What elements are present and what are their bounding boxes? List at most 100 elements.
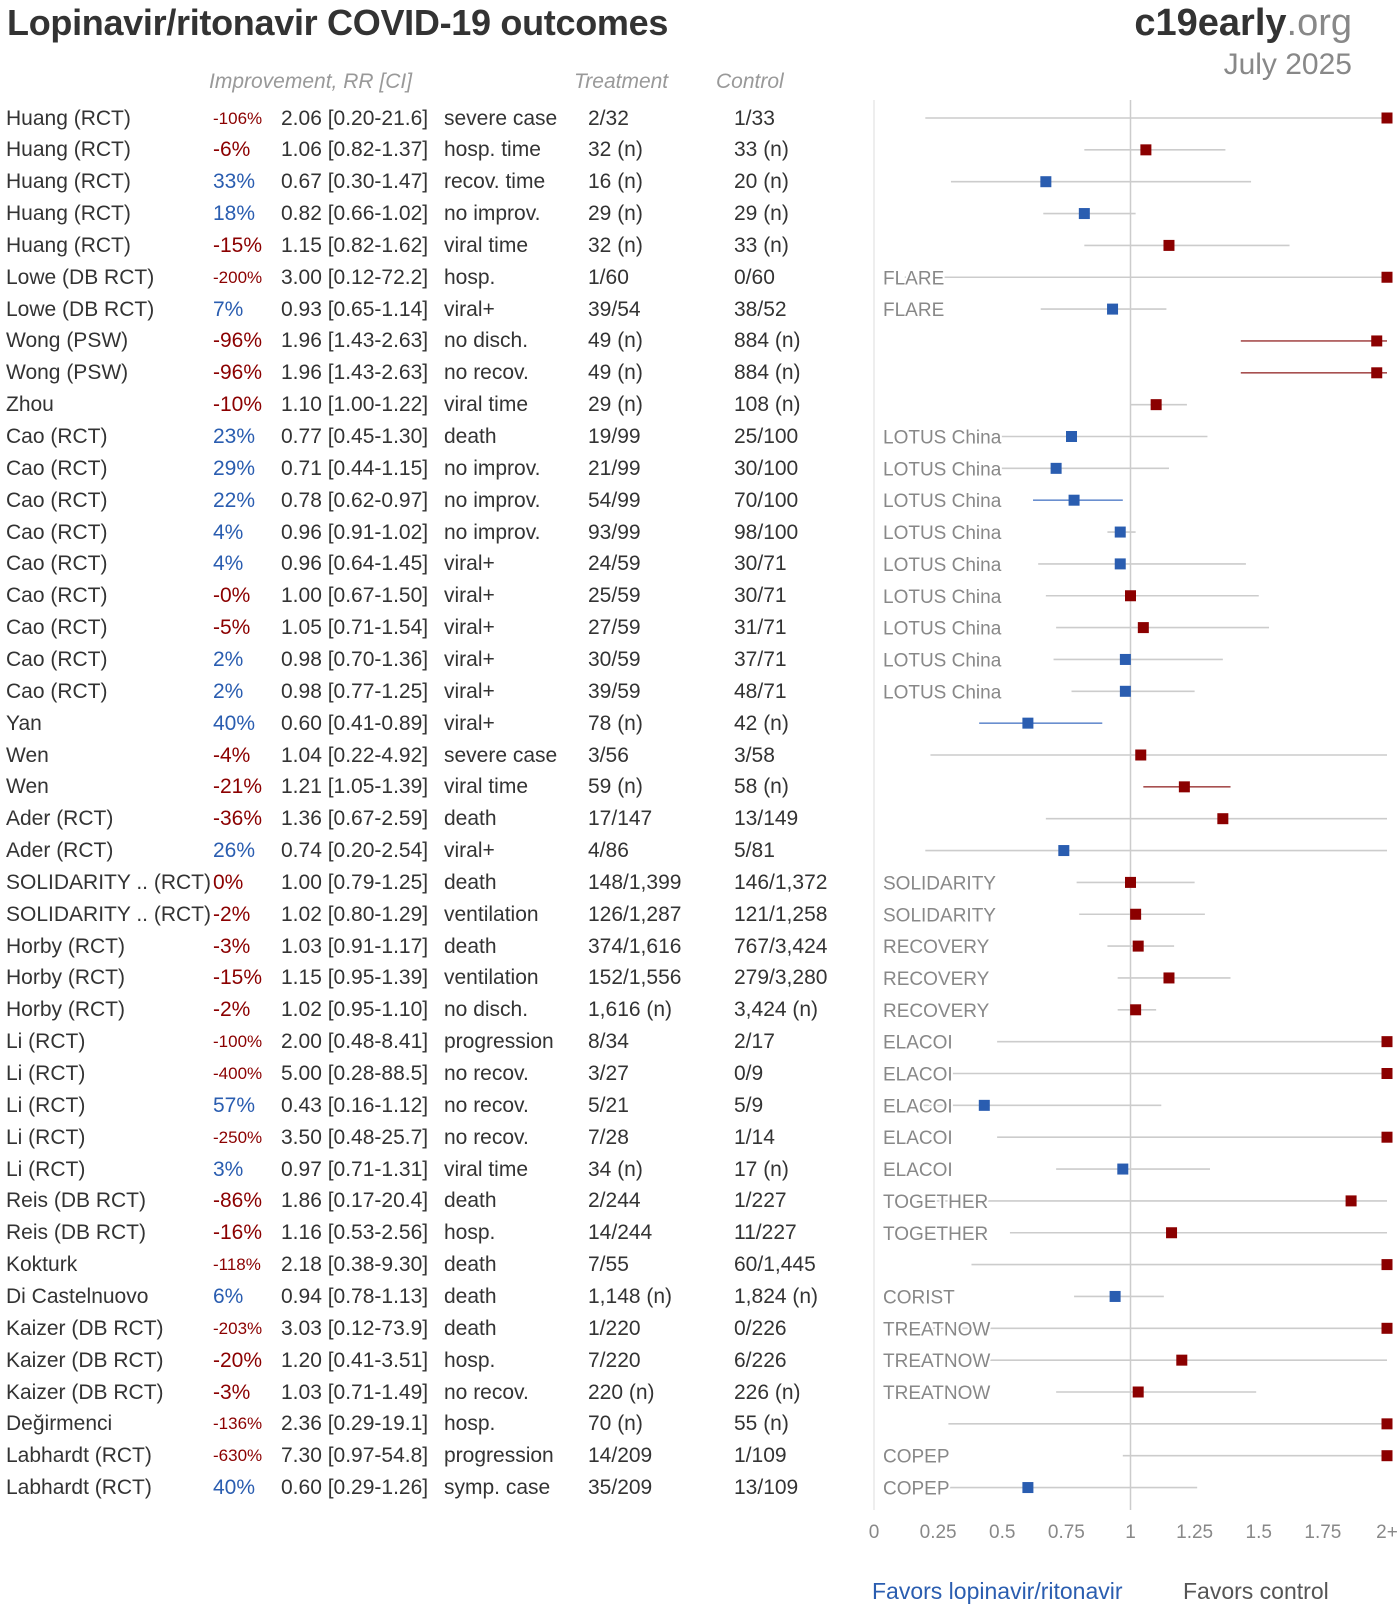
table-row[interactable]: Wong (PSW) -96% 1.96 [1.43-2.63] no disch. 4…	[0, 325, 870, 356]
treatment-count: 27/59	[588, 616, 641, 640]
table-row[interactable]: Huang (RCT) 18% 0.82 [0.66-1.02] no improv.…	[0, 198, 870, 229]
table-row[interactable]: Labhardt (RCT) 40% 0.60 [0.29-1.26] symp. c…	[0, 1472, 870, 1503]
table-row[interactable]: Wong (PSW) -96% 1.96 [1.43-2.63] no recov. 4…	[0, 357, 870, 388]
table-row[interactable]: Huang (RCT) -15% 1.15 [0.82-1.62] viral tim…	[0, 230, 870, 261]
table-row[interactable]: Wen -21% 1.21 [1.05-1.39] viral time 59 (n) 5…	[0, 771, 870, 802]
brand-logo[interactable]: c19early.org	[1134, 2, 1352, 45]
effect-marker[interactable]	[1140, 144, 1152, 156]
effect-marker[interactable]	[1371, 335, 1383, 347]
outcome-label: no recov.	[444, 1093, 529, 1117]
effect-marker[interactable]	[1022, 1482, 1034, 1494]
trial-label: FLARE	[883, 300, 944, 321]
table-row[interactable]: Reis (DB RCT) -16% 1.16 [0.53-2.56] hosp. 14…	[0, 1217, 870, 1248]
treatment-count: 7/28	[588, 1125, 629, 1149]
effect-marker[interactable]	[1371, 367, 1383, 379]
effect-marker[interactable]	[1381, 112, 1393, 124]
effect-marker[interactable]	[1381, 1131, 1393, 1143]
table-row[interactable]: Cao (RCT) 29% 0.71 [0.44-1.15] no improv. 21…	[0, 453, 870, 484]
effect-marker[interactable]	[1114, 558, 1126, 570]
effect-marker[interactable]	[1137, 622, 1149, 634]
effect-marker[interactable]	[1163, 239, 1175, 251]
effect-marker[interactable]	[1217, 813, 1229, 825]
effect-marker[interactable]	[1381, 1036, 1393, 1048]
table-row[interactable]: Ader (RCT) 26% 0.74 [0.20-2.54] viral+ 4/86 5…	[0, 835, 870, 866]
effect-marker[interactable]	[1176, 1354, 1188, 1366]
effect-marker[interactable]	[1345, 1195, 1357, 1207]
effect-marker[interactable]	[1132, 1386, 1144, 1398]
effect-marker[interactable]	[1119, 653, 1131, 665]
table-row[interactable]: Cao (RCT) 2% 0.98 [0.77-1.25] viral+ 39/59 48…	[0, 676, 870, 707]
table-row[interactable]: Cao (RCT) 4% 0.96 [0.64-1.45] viral+ 24/59 30…	[0, 548, 870, 579]
effect-marker[interactable]	[1166, 1227, 1178, 1239]
treatment-count: 29 (n)	[588, 202, 643, 226]
effect-marker[interactable]	[1381, 271, 1393, 283]
table-row[interactable]: SOLIDARITY .. (RCT) -2% 1.02 [0.80-1.29] ve…	[0, 899, 870, 930]
effect-marker[interactable]	[1040, 176, 1052, 188]
table-row[interactable]: Kaizer (DB RCT) -20% 1.20 [0.41-3.51] hosp.…	[0, 1345, 870, 1376]
effect-marker[interactable]	[1130, 908, 1142, 920]
table-row[interactable]: Cao (RCT) 23% 0.77 [0.45-1.30] death 19/99 25…	[0, 421, 870, 452]
table-row[interactable]: Li (RCT) -400% 5.00 [0.28-88.5] no recov. 3/…	[0, 1058, 870, 1089]
effect-marker[interactable]	[1050, 462, 1062, 474]
table-row[interactable]: Kokturk -118% 2.18 [0.38-9.30] death 7/55 60/…	[0, 1249, 870, 1280]
table-row[interactable]: Li (RCT) -100% 2.00 [0.48-8.41] progression…	[0, 1026, 870, 1057]
table-row[interactable]: Huang (RCT) -6% 1.06 [0.82-1.37] hosp. time…	[0, 134, 870, 165]
effect-marker[interactable]	[1125, 590, 1136, 602]
effect-marker[interactable]	[1178, 781, 1190, 793]
table-row[interactable]: Zhou -10% 1.10 [1.00-1.22] viral time 29 (n)…	[0, 389, 870, 420]
effect-marker[interactable]	[978, 1099, 990, 1111]
table-row[interactable]: Li (RCT) 57% 0.43 [0.16-1.12] no recov. 5/21…	[0, 1090, 870, 1121]
effect-marker[interactable]	[1078, 208, 1090, 220]
effect-marker[interactable]	[1381, 1322, 1393, 1334]
table-row[interactable]: Huang (RCT) 33% 0.67 [0.30-1.47] recov. tim…	[0, 166, 870, 197]
effect-marker[interactable]	[1117, 1163, 1129, 1175]
table-row[interactable]: Lowe (DB RCT) 7% 0.93 [0.65-1.14] viral+ 39/…	[0, 294, 870, 325]
effect-marker[interactable]	[1130, 1004, 1142, 1016]
table-row[interactable]: Değirmenci -136% 2.36 [0.29-19.1] hosp. 70 (…	[0, 1408, 870, 1439]
table-row[interactable]: Lowe (DB RCT) -200% 3.00 [0.12-72.2] hosp. 1…	[0, 262, 870, 293]
effect-marker[interactable]	[1119, 685, 1131, 697]
effect-marker[interactable]	[1135, 749, 1147, 761]
effect-marker[interactable]	[1150, 399, 1162, 411]
effect-marker[interactable]	[1163, 972, 1175, 984]
effect-marker[interactable]	[1381, 1068, 1393, 1079]
table-row[interactable]: Yan 40% 0.60 [0.41-0.89] viral+ 78 (n) 42 (n)	[0, 708, 870, 739]
table-row[interactable]: SOLIDARITY .. (RCT) 0% 1.00 [0.79-1.25] dea…	[0, 867, 870, 898]
control-count: 0/226	[734, 1316, 787, 1340]
effect-marker[interactable]	[1132, 940, 1144, 952]
effect-marker[interactable]	[1381, 1418, 1393, 1430]
table-row[interactable]: Cao (RCT) 4% 0.96 [0.91-1.02] no improv. 93/…	[0, 517, 870, 548]
table-row[interactable]: Di Castelnuovo 6% 0.94 [0.78-1.13] death 1,1…	[0, 1281, 870, 1312]
table-row[interactable]: Horby (RCT) -2% 1.02 [0.95-1.10] no disch. 1…	[0, 994, 870, 1025]
table-row[interactable]: Wen -4% 1.04 [0.22-4.92] severe case 3/56 3/5…	[0, 740, 870, 771]
effect-marker[interactable]	[1066, 431, 1078, 442]
effect-marker[interactable]	[1381, 1259, 1393, 1271]
effect-marker[interactable]	[1109, 1290, 1121, 1302]
table-row[interactable]: Labhardt (RCT) -630% 7.30 [0.97-54.8] progr…	[0, 1440, 870, 1471]
table-row[interactable]: Li (RCT) -250% 3.50 [0.48-25.7] no recov. 7/…	[0, 1122, 870, 1153]
table-row[interactable]: Kaizer (DB RCT) -203% 3.03 [0.12-73.9] deat…	[0, 1313, 870, 1344]
study-table: Huang (RCT) -106% 2.06 [0.20-21.6] severe c…	[0, 103, 870, 1503]
effect-marker[interactable]	[1068, 494, 1080, 506]
table-row[interactable]: Kaizer (DB RCT) -3% 1.03 [0.71-1.49] no rec…	[0, 1377, 870, 1408]
effect-marker[interactable]	[1022, 717, 1034, 729]
table-row[interactable]: Reis (DB RCT) -86% 1.86 [0.17-20.4] death 2/…	[0, 1185, 870, 1216]
table-row[interactable]: Cao (RCT) 2% 0.98 [0.70-1.36] viral+ 30/59 37…	[0, 644, 870, 675]
effect-marker[interactable]	[1125, 876, 1136, 888]
table-row[interactable]: Huang (RCT) -106% 2.06 [0.20-21.6] severe c…	[0, 103, 870, 134]
control-count: 25/100	[734, 425, 799, 448]
table-row[interactable]: Horby (RCT) -3% 1.03 [0.91-1.17] death 374/1…	[0, 931, 870, 962]
table-row[interactable]: Cao (RCT) -0% 1.00 [0.67-1.50] viral+ 25/59 3…	[0, 580, 870, 611]
risk-ratio-value: 0.78 [0.62-0.97]	[281, 488, 429, 512]
table-row[interactable]: Horby (RCT) -15% 1.15 [0.95-1.39] ventilati…	[0, 962, 870, 993]
table-row[interactable]: Cao (RCT) 22% 0.78 [0.62-0.97] no improv. 54…	[0, 485, 870, 516]
control-count: 3/58	[734, 743, 775, 767]
table-row[interactable]: Cao (RCT) -5% 1.05 [0.71-1.54] viral+ 27/59 3…	[0, 612, 870, 643]
risk-ratio-value: 1.96 [1.43-2.63]	[281, 361, 429, 385]
effect-marker[interactable]	[1058, 845, 1070, 857]
table-row[interactable]: Li (RCT) 3% 0.97 [0.71-1.31] viral time 34 (…	[0, 1154, 870, 1185]
effect-marker[interactable]	[1107, 303, 1119, 315]
effect-marker[interactable]	[1381, 1450, 1393, 1462]
table-row[interactable]: Ader (RCT) -36% 1.36 [0.67-2.59] death 17/14…	[0, 803, 870, 834]
effect-marker[interactable]	[1114, 526, 1126, 538]
